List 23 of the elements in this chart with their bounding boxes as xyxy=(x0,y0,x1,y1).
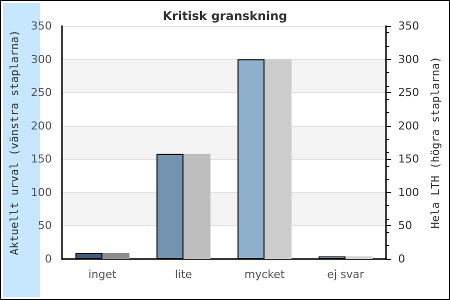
y2-tick-label: 50 xyxy=(398,219,412,232)
chart-title: Kritisk granskning xyxy=(162,9,288,23)
y2-tick-label: 250 xyxy=(398,86,420,100)
x-tick-label: ej svar xyxy=(327,268,364,281)
y2-tick-label: 150 xyxy=(398,152,420,166)
y-axis-title: Aktuellt urval (vänstra staplarna) xyxy=(8,30,21,256)
x-tick-label: inget xyxy=(88,268,118,281)
y-tick-label: 300 xyxy=(30,52,52,66)
y-tick-label: 50 xyxy=(38,219,52,232)
y-tick-label: 350 xyxy=(30,20,52,32)
y-tick-label: 150 xyxy=(30,152,52,166)
y2-tick-label: 0 xyxy=(398,252,406,266)
x-tick-label: lite xyxy=(174,268,192,281)
y2-tick-label: 300 xyxy=(398,52,420,66)
y2-tick-label: 100 xyxy=(398,186,420,199)
y2-tick-label: 200 xyxy=(398,119,420,132)
y2-tick-label: 350 xyxy=(398,20,420,32)
y-tick-label: 200 xyxy=(30,119,52,132)
x-tick-label: mycket xyxy=(244,268,286,281)
y-tick-label: 100 xyxy=(30,186,52,199)
y-tick-label: 250 xyxy=(30,86,52,100)
y-tick-label: 0 xyxy=(44,252,52,266)
y2-axis-title: Hela LTH (högra staplarna) xyxy=(429,56,442,229)
